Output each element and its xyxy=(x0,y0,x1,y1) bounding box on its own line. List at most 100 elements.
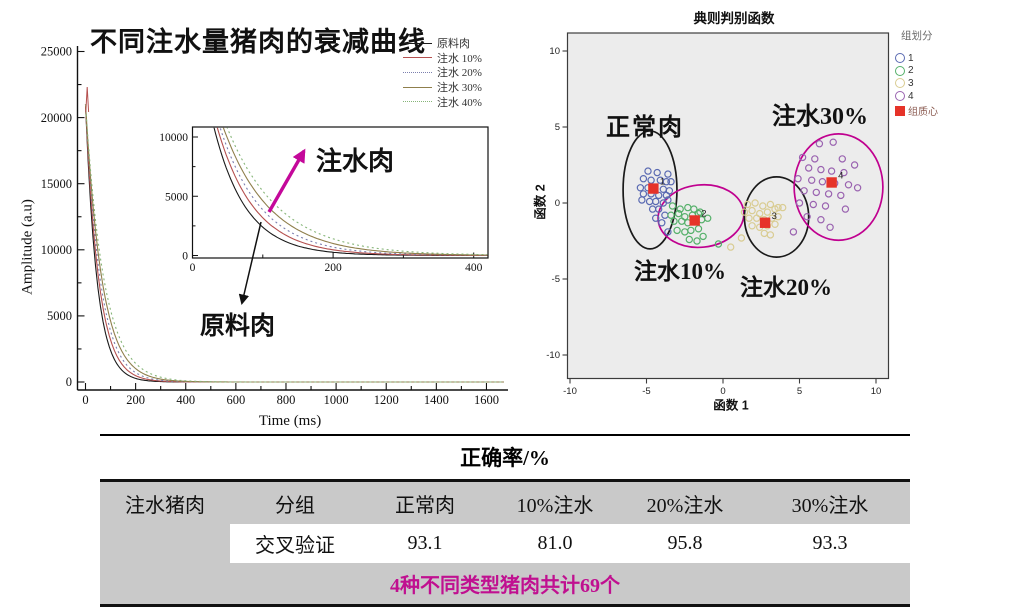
legend-label: 3 xyxy=(908,77,914,89)
centroid-4 xyxy=(826,177,837,188)
header-cell: 注水猪肉 xyxy=(125,494,205,517)
line-swatch xyxy=(403,71,432,73)
table-footer-note: 4种不同类型猪肉共计69个 xyxy=(390,575,620,597)
svg-text:400: 400 xyxy=(176,393,195,407)
line-swatch xyxy=(403,86,432,88)
svg-text:20000: 20000 xyxy=(41,111,72,125)
svg-text:3: 3 xyxy=(772,211,777,222)
svg-text:10000: 10000 xyxy=(41,243,72,257)
legend-item-30: 注水 30% xyxy=(403,80,482,95)
inset-curves xyxy=(213,127,488,257)
svg-text:1400: 1400 xyxy=(424,393,449,407)
centroid-1 xyxy=(648,183,659,194)
decay-y-axis-label: Amplitude (a.u) xyxy=(19,199,36,295)
row-spacer-cell xyxy=(100,524,230,563)
annotation-water-10: 注水10% xyxy=(634,259,726,284)
legend-item-40: 注水 40% xyxy=(403,94,482,109)
header-cell: 30%注水 xyxy=(791,494,869,517)
decay-x-axis-label: Time (ms) xyxy=(258,413,322,429)
decay-legend: 原料肉 注水 10% 注水 20% 注水 30% 注水 40% xyxy=(403,36,482,109)
svg-text:1600: 1600 xyxy=(474,393,499,407)
svg-text:800: 800 xyxy=(277,393,296,407)
centroid-2 xyxy=(689,215,700,226)
data-cell: 交叉验证 xyxy=(255,535,335,557)
svg-text:0: 0 xyxy=(720,386,725,397)
legend-item-10: 注水 10% xyxy=(403,51,482,66)
cluster-ellipses xyxy=(622,130,884,258)
points-group-1 xyxy=(636,167,675,236)
svg-text:2: 2 xyxy=(701,208,706,219)
svg-text:0: 0 xyxy=(190,262,196,274)
table-title: 正确率/% xyxy=(460,446,550,470)
svg-text:200: 200 xyxy=(126,393,145,407)
legend-label: 注水 40% xyxy=(437,96,482,109)
scatter-y-axis-label: 函数 2 xyxy=(533,184,548,220)
svg-text:-10: -10 xyxy=(563,386,577,397)
data-cell: 95.8 xyxy=(667,532,703,554)
svg-text:0: 0 xyxy=(66,375,72,389)
annotation-injected-meat: 注水肉 xyxy=(316,147,395,176)
svg-text:1000: 1000 xyxy=(324,393,349,407)
data-strip: 交叉验证 93.1 81.0 95.8 93.3 xyxy=(230,524,910,563)
svg-text:4: 4 xyxy=(838,170,843,181)
annotation-normal-meat: 正常肉 xyxy=(606,115,684,141)
svg-text:0: 0 xyxy=(555,198,560,209)
points-group-4 xyxy=(789,138,862,236)
injected-arrow xyxy=(267,148,306,213)
svg-text:5000: 5000 xyxy=(47,309,72,323)
decay-ticks xyxy=(77,50,488,390)
table-data-row: 交叉验证 93.1 81.0 95.8 93.3 xyxy=(100,524,910,563)
scatter-legend: 组划分 1 2 3 4 组质心 xyxy=(895,28,938,119)
signal-spike xyxy=(85,86,90,113)
legend-label: 2 xyxy=(908,65,914,77)
svg-text:0: 0 xyxy=(182,251,188,263)
plot-area xyxy=(566,32,890,380)
data-cell: 81.0 xyxy=(537,532,573,554)
svg-text:-5: -5 xyxy=(552,274,560,285)
svg-text:0: 0 xyxy=(82,393,88,407)
table-header-row: 注水猪肉 分组 正常肉 10%注水 20%注水 30%注水 xyxy=(100,482,910,524)
legend-item-raw: 原料肉 xyxy=(403,36,482,51)
legend-group-2: 2 xyxy=(895,65,938,78)
legend-group-1: 1 xyxy=(895,52,938,65)
svg-text:10: 10 xyxy=(549,46,560,57)
annotation-water-20: 注水20% xyxy=(740,275,832,300)
header-cell: 20%注水 xyxy=(646,494,724,517)
legend-label: 原料肉 xyxy=(437,38,470,51)
legend-label: 组质心 xyxy=(908,107,938,119)
decay-curves xyxy=(84,104,504,383)
line-swatch xyxy=(403,57,432,59)
legend-label: 1 xyxy=(908,52,914,64)
raw-arrow xyxy=(238,221,262,306)
svg-text:-10: -10 xyxy=(546,350,560,361)
svg-text:200: 200 xyxy=(324,262,342,274)
scatter-legend-title: 组划分 xyxy=(901,30,933,42)
circle-marker-icon xyxy=(895,78,905,89)
svg-text:-5: -5 xyxy=(642,386,650,397)
legend-item-20: 注水 20% xyxy=(403,65,482,80)
legend-centroid: 组质心 xyxy=(895,104,938,119)
scatter-x-axis-label: 函数 1 xyxy=(713,398,749,413)
annotation-raw-meat: 原料肉 xyxy=(200,313,276,340)
svg-text:10000: 10000 xyxy=(159,132,188,144)
legend-label: 注水 30% xyxy=(437,82,482,95)
table-grid: 注水猪肉 分组 正常肉 10%注水 20%注水 30%注水 交叉验证 93.1 … xyxy=(100,479,910,607)
scatter-chart-title: 典则判别函数 xyxy=(693,11,775,26)
data-cell: 93.1 xyxy=(407,532,443,554)
svg-text:1200: 1200 xyxy=(374,393,399,407)
legend-label: 注水 20% xyxy=(437,67,482,80)
centroids: 1 2 3 4 xyxy=(648,170,843,228)
curve-注水 40% xyxy=(84,104,504,383)
line-swatch xyxy=(403,42,432,44)
scatter-chart: -10 -5 0 5 10 -10 -5 0 5 10 1 2 3 4 xyxy=(546,32,890,397)
legend-group-3: 3 xyxy=(895,77,938,90)
data-cell: 93.3 xyxy=(812,532,848,554)
svg-text:10: 10 xyxy=(871,386,882,397)
svg-text:15000: 15000 xyxy=(41,177,72,191)
annotation-water-30: 注水30% xyxy=(772,104,868,130)
svg-text:600: 600 xyxy=(226,393,245,407)
svg-text:1: 1 xyxy=(660,177,665,188)
inset-plot: 0 5000 10000 0 200 400 xyxy=(159,126,489,274)
header-cell: 分组 xyxy=(275,494,315,517)
